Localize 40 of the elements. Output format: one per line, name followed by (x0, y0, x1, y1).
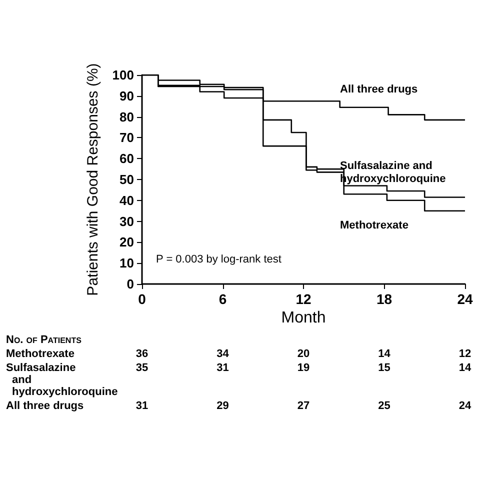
y-tick-label: 60 (120, 151, 134, 166)
y-tick-label: 50 (120, 172, 134, 187)
x-tick-label: 6 (218, 291, 227, 307)
text: 15 (378, 362, 390, 374)
text: 31 (136, 400, 148, 412)
text: 19 (297, 362, 310, 374)
y-tick-label: 90 (120, 88, 134, 104)
x-tick-label: 12 (296, 291, 312, 307)
text: 14 (378, 348, 390, 360)
y-tick-label: 0 (126, 276, 134, 292)
text: 24 (458, 400, 472, 412)
series-label: All three drugs (340, 83, 418, 96)
y-tick-label: 70 (120, 130, 134, 146)
x-tick-label: 0 (138, 291, 146, 307)
series-label: Methotrexate (340, 219, 408, 232)
annotation: P = 0.003 by log-rank test (156, 254, 282, 266)
text: 25 (378, 400, 390, 412)
x-axis-title: Month (281, 310, 326, 326)
text: No. of Patients (6, 334, 82, 346)
text: 27 (297, 400, 310, 412)
text: Sulfasalazine and hydroxychloroquine (6, 362, 118, 398)
text: 12 (458, 348, 472, 360)
y-tick-label: 30 (120, 214, 134, 229)
text: 29 (216, 400, 229, 412)
text: 35 (136, 362, 148, 374)
text: 34 (216, 348, 229, 360)
text: 14 (458, 362, 472, 374)
text: 20 (297, 348, 310, 360)
y-axis-title: Patients with Good Responses (%) (84, 63, 102, 296)
y-tick-label: 40 (120, 192, 134, 208)
y-tick-label: 80 (120, 109, 134, 124)
y-tick-label: 10 (120, 256, 134, 271)
y-tick-label: 100 (112, 68, 134, 82)
y-tick-label: 20 (120, 234, 134, 250)
text: All three drugs (6, 400, 85, 412)
text: 31 (216, 362, 229, 374)
text: 36 (136, 348, 148, 360)
x-tick-label: 24 (457, 291, 473, 307)
text: Methotrexate (6, 348, 76, 360)
x-tick-label: 18 (376, 291, 392, 307)
